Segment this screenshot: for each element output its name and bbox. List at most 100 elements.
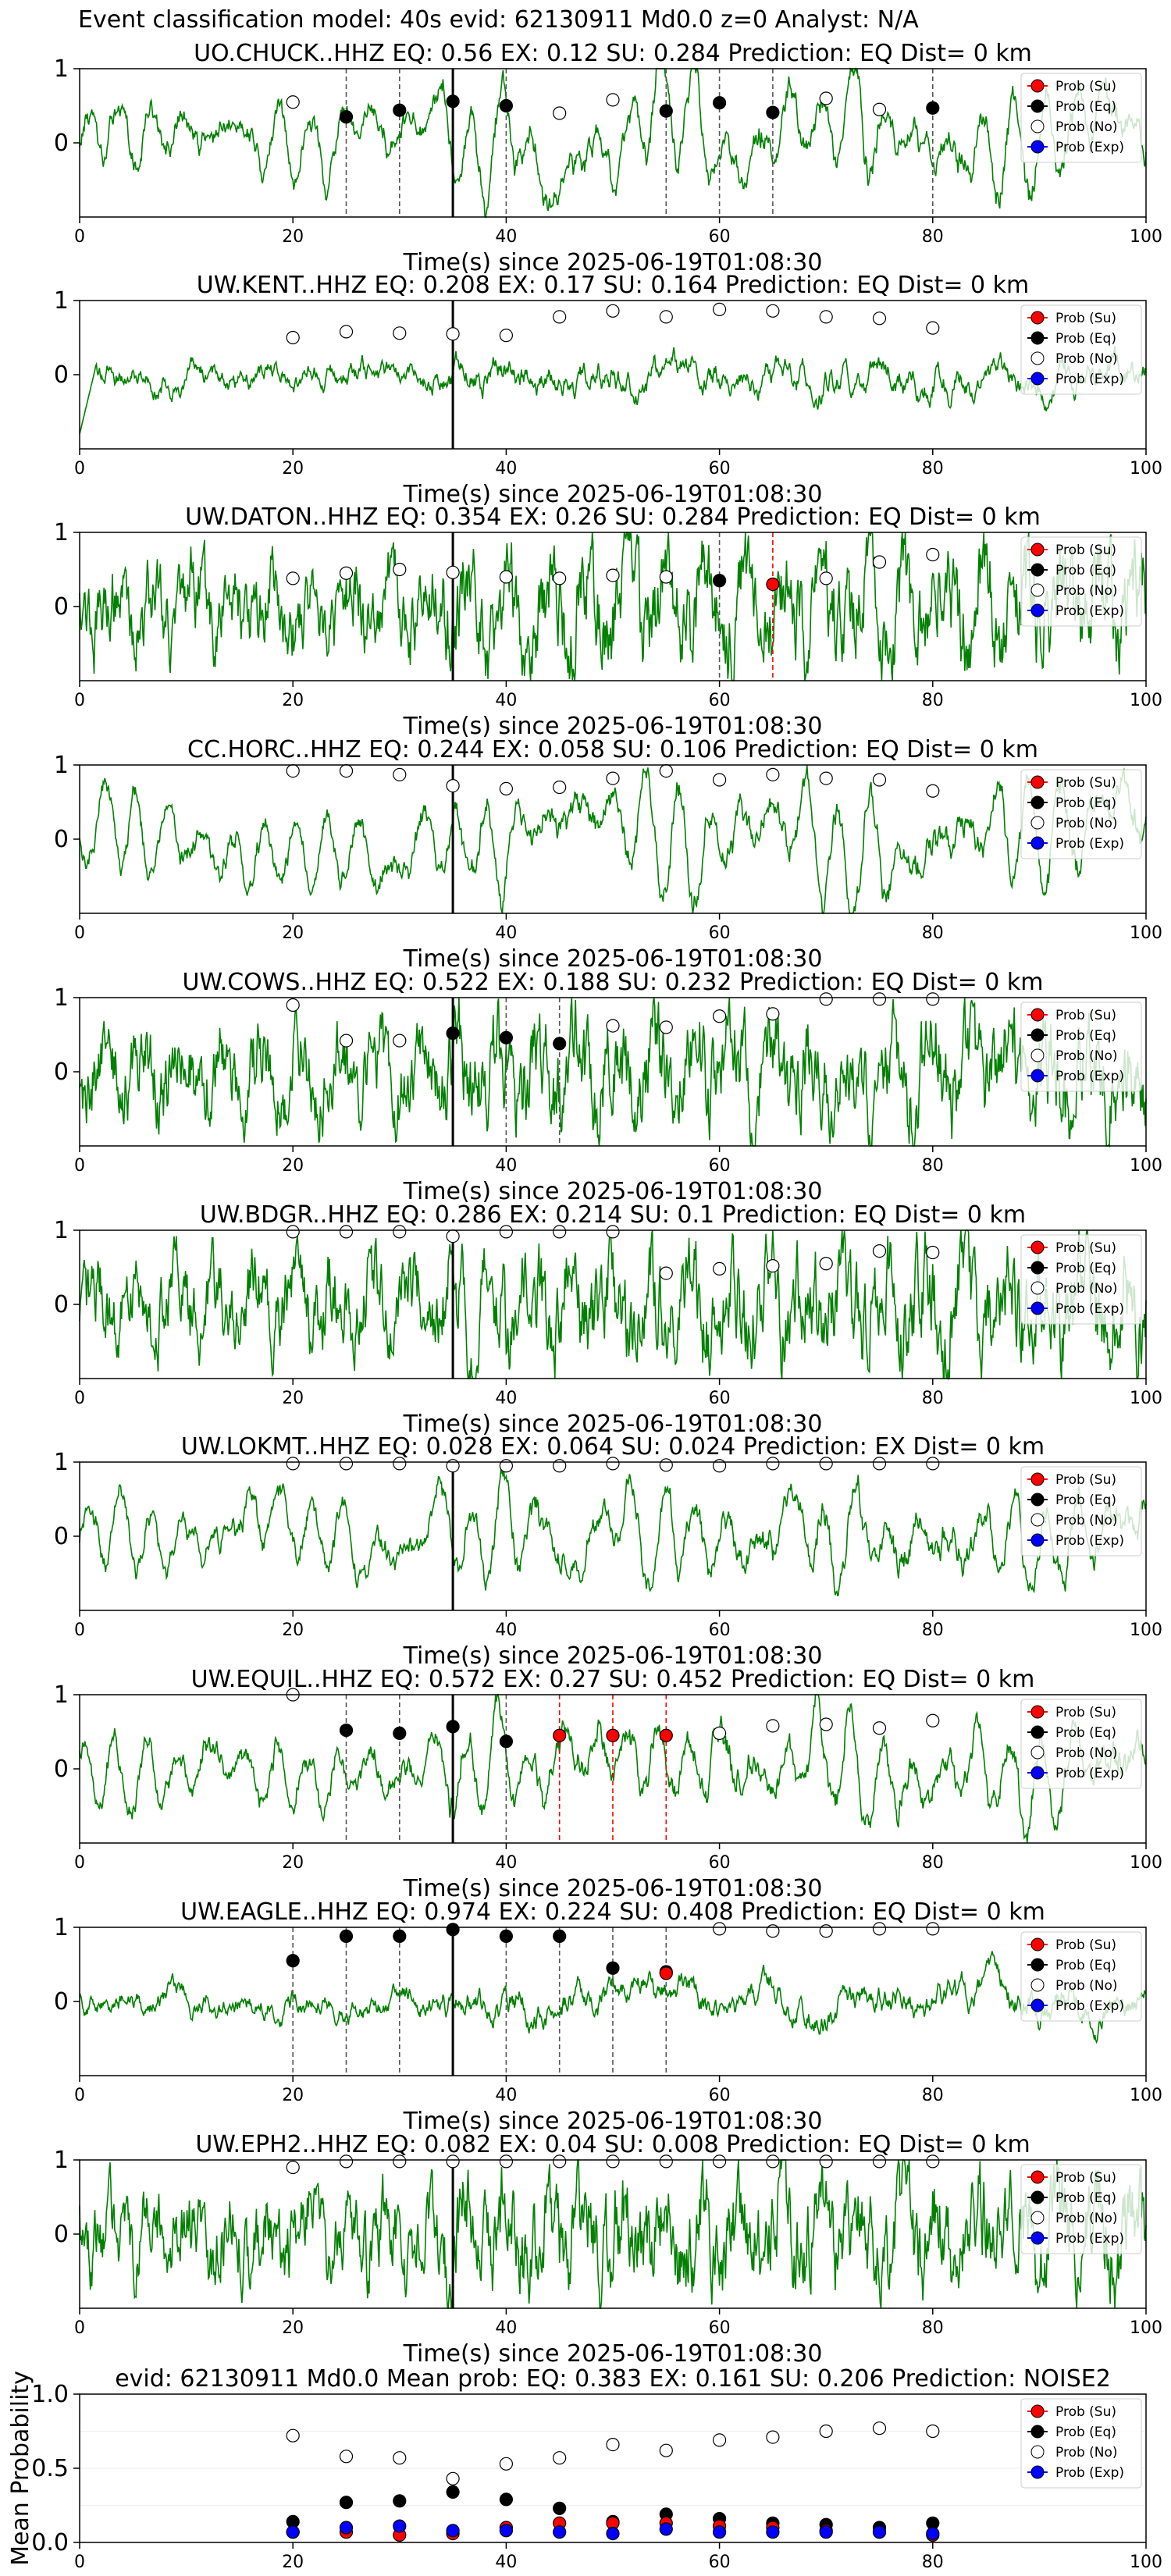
x-tick-label: 0 <box>74 691 85 710</box>
legend-marker <box>1030 1745 1045 1759</box>
mean-probability-marker <box>499 2492 514 2507</box>
mean-probability-marker <box>553 2451 567 2465</box>
probability-marker <box>712 1726 727 1740</box>
legend-label: Prob (Exp) <box>1055 2465 1124 2481</box>
probability-marker <box>446 1923 460 1937</box>
probability-marker <box>499 1459 514 1473</box>
mean-probability-marker <box>766 2430 780 2444</box>
x-axis-label: Time(s) since 2025-06-19T01:08:30 <box>403 1411 823 1438</box>
probability-marker <box>926 547 940 562</box>
legend-marker <box>1030 79 1045 93</box>
legend-label: Prob (Exp) <box>1055 140 1124 155</box>
waveform-trace <box>79 346 1147 435</box>
mean-probability-marker <box>446 2524 460 2538</box>
legend-label: Prob (Su) <box>1055 311 1116 326</box>
legend-marker <box>1030 836 1045 850</box>
x-tick-label: 80 <box>922 2086 944 2105</box>
x-tick-label: 80 <box>922 1621 944 1640</box>
probability-marker <box>712 1459 727 1473</box>
legend-label: Prob (Exp) <box>1055 603 1124 619</box>
probability-marker <box>446 1026 460 1041</box>
waveform-trace <box>79 2159 1147 2310</box>
mean-probability-marker <box>393 2451 407 2465</box>
x-tick-label: 60 <box>709 923 731 943</box>
probability-marker <box>712 773 727 787</box>
x-tick-label: 20 <box>282 1156 304 1176</box>
probability-marker <box>339 1724 354 1738</box>
probability-marker <box>339 110 354 124</box>
probability-marker <box>499 781 514 796</box>
legend-box <box>1020 1234 1142 1325</box>
probability-marker <box>659 1458 673 1472</box>
probability-marker <box>766 767 780 781</box>
mean-probability-marker <box>286 2428 300 2443</box>
probability-marker <box>553 1929 567 1943</box>
probability-marker <box>393 2154 407 2169</box>
probability-marker <box>819 2154 833 2169</box>
legend-label: Prob (No) <box>1055 351 1118 367</box>
legend-label: Prob (Su) <box>1055 2404 1116 2420</box>
probability-marker <box>659 104 673 118</box>
probability-marker <box>553 1459 567 1473</box>
x-axis-label: Time(s) since 2025-06-19T01:08:30 <box>403 1875 823 1902</box>
x-tick-label: 40 <box>495 923 517 943</box>
mean-probability-marker <box>339 2496 354 2510</box>
probability-marker <box>499 1929 514 1943</box>
mean-probability-marker <box>339 2521 354 2535</box>
probability-marker <box>872 102 887 116</box>
probability-marker <box>606 568 620 582</box>
probability-marker <box>393 767 407 781</box>
probability-marker <box>286 1225 300 1239</box>
axes-frame <box>79 68 1147 218</box>
legend-box <box>1020 1466 1142 1557</box>
legend-marker <box>1030 1978 1045 1992</box>
probability-marker <box>446 1459 460 1473</box>
legend-label: Prob (Eq) <box>1055 1028 1116 1044</box>
legend-box <box>1020 73 1142 163</box>
x-tick-label: 60 <box>709 691 731 710</box>
probability-marker <box>819 571 833 585</box>
x-tick-label: 40 <box>495 459 517 479</box>
waveform-trace <box>79 997 1147 1148</box>
x-tick-label: 40 <box>495 1621 517 1640</box>
probability-marker <box>766 1924 780 1938</box>
legend-marker <box>1030 1240 1045 1254</box>
x-tick-label: 60 <box>709 459 731 479</box>
x-tick-label: 40 <box>495 691 517 710</box>
x-tick-label: 40 <box>495 2318 517 2338</box>
x-axis-label: Time(s) since 2025-06-19T01:08:30 <box>403 249 823 276</box>
x-tick-label: 80 <box>922 227 944 247</box>
legend-marker <box>1030 816 1045 830</box>
probability-marker <box>446 1720 460 1734</box>
mean-probability-marker <box>659 2443 673 2457</box>
panel-title: UW.KENT..HHZ EQ: 0.208 EX: 0.17 SU: 0.16… <box>197 272 1030 299</box>
probability-marker <box>819 310 833 324</box>
waveform-panel: UW.EPH2..HHZ EQ: 0.082 EX: 0.04 SU: 0.00… <box>54 2131 1162 2368</box>
y-tick-label: 0 <box>54 2221 69 2248</box>
legend-marker <box>1030 2445 1045 2459</box>
y-tick-label: 1 <box>54 55 69 83</box>
legend-marker <box>1030 1533 1045 1547</box>
panel-title: UW.COWS..HHZ EQ: 0.522 EX: 0.188 SU: 0.2… <box>182 969 1043 996</box>
y-tick-label: 1 <box>54 752 69 779</box>
x-tick-label: 60 <box>709 2318 731 2338</box>
x-tick-label: 80 <box>922 2318 944 2338</box>
legend-marker <box>1030 140 1045 154</box>
probability-marker <box>446 327 460 341</box>
y-tick-label: 0 <box>54 361 69 389</box>
mean-probability-marker <box>499 2457 514 2471</box>
waveform-panel: UW.COWS..HHZ EQ: 0.522 EX: 0.188 SU: 0.2… <box>54 969 1162 1205</box>
panel-title: UW.BDGR..HHZ EQ: 0.286 EX: 0.214 SU: 0.1… <box>200 1201 1026 1229</box>
x-tick-label: 100 <box>1130 1621 1162 1640</box>
probability-marker <box>926 784 940 798</box>
x-tick-label: 0 <box>74 923 85 943</box>
probability-marker <box>659 1966 673 1980</box>
probability-marker <box>659 1728 673 1742</box>
legend-marker <box>1030 2425 1045 2439</box>
probability-marker <box>286 763 300 778</box>
x-tick-label: 80 <box>922 1156 944 1176</box>
probability-marker <box>499 2154 514 2169</box>
mean-probability-marker <box>606 2527 620 2541</box>
x-tick-label: 80 <box>922 691 944 710</box>
x-tick-label: 100 <box>1130 227 1162 247</box>
